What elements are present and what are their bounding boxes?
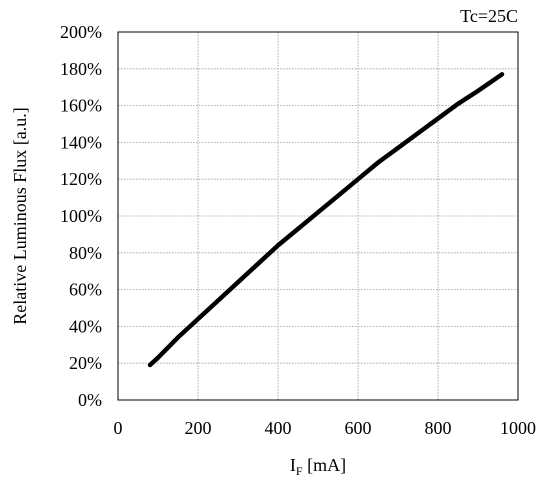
x-tick-label: 600: [345, 418, 372, 438]
x-axis-title-unit: [mA]: [303, 455, 347, 475]
y-tick-label: 60%: [69, 280, 102, 300]
y-tick-label: 40%: [69, 316, 102, 336]
y-tick-label: 120%: [60, 169, 102, 189]
grid-lines: [117, 31, 519, 401]
x-tick-label: 200: [185, 418, 212, 438]
x-tick-labels: 0 200 400 600 800 1000: [114, 418, 537, 438]
y-tick-label: 200%: [60, 22, 102, 42]
x-axis-title-main: I: [290, 455, 296, 475]
y-tick-labels: 0% 20% 40% 60% 80% 100% 120% 140% 160% 180% 200%: [60, 22, 102, 410]
y-tick-label: 0%: [78, 390, 102, 410]
y-tick-label: 20%: [69, 353, 102, 373]
x-axis-title: IF [mA]: [290, 455, 346, 478]
temperature-annotation: Tc=25C: [460, 6, 518, 26]
x-axis-title-subscript: F: [296, 464, 303, 478]
y-tick-label: 180%: [60, 59, 102, 79]
series-layer: [147, 72, 505, 368]
x-tick-label: 800: [425, 418, 452, 438]
x-tick-label: 0: [114, 418, 123, 438]
x-tick-label: 400: [265, 418, 292, 438]
y-axis-title: Relative Luminous Flux [a.u.]: [10, 107, 30, 324]
plot-frame: [117, 31, 519, 401]
y-tick-label: 100%: [60, 206, 102, 226]
y-tick-label: 160%: [60, 96, 102, 116]
series-line: [147, 72, 505, 368]
x-tick-label: 1000: [500, 418, 536, 438]
y-tick-label: 140%: [60, 132, 102, 152]
y-tick-label: 80%: [69, 243, 102, 263]
